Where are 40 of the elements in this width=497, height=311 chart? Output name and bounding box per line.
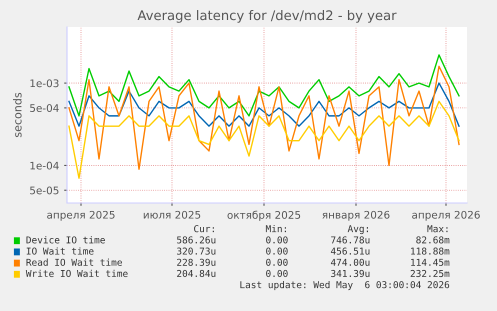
- y-tick-label: 5e-04: [30, 104, 59, 112]
- text: Min:: [266, 224, 286, 232]
- y-tick-label: 5e-05: [30, 186, 58, 194]
- text: 0.00: [266, 258, 288, 266]
- text: 746.78u: [331, 236, 370, 244]
- x-tick-label: июля 2025: [144, 210, 200, 219]
- text: 228.39u: [177, 258, 216, 266]
- chart-title: Average latency for /dev/md2 - by year: [138, 10, 397, 23]
- x-tick-label: января 2026: [322, 210, 390, 221]
- text: 0.00: [266, 236, 288, 244]
- legend-label: Read IO Wait time: [26, 258, 122, 266]
- text: 82.68m: [416, 236, 450, 244]
- y-axis-title: seconds: [13, 92, 22, 138]
- line-series: [68, 82, 460, 127]
- text: 0.00: [266, 270, 288, 278]
- text: 118.88m: [411, 248, 450, 255]
- y-tick-label: 1e-04: [30, 162, 59, 170]
- text: 114.45m: [411, 258, 450, 266]
- text: Avg:: [348, 225, 368, 234]
- x-tick-label: апреля 2026: [412, 210, 480, 221]
- text: Max:: [427, 225, 448, 232]
- legend-label: Write IO Wait time: [26, 270, 128, 278]
- legend-label: Device IO time: [26, 236, 105, 244]
- text: 456.51u: [330, 248, 370, 255]
- text: 474.00u: [330, 258, 370, 266]
- x-tick-label: апреля 2025: [47, 210, 115, 221]
- legend-label: IO Wait time: [26, 247, 94, 255]
- line-series: [68, 54, 460, 117]
- text: 0.00: [266, 248, 288, 255]
- y-tick-label: 1e-03: [30, 79, 59, 88]
- line-series: [68, 100, 460, 179]
- text: 341.39u: [331, 270, 370, 278]
- text: 586.26u: [177, 236, 216, 244]
- text: Last update: Wed May 6 03:00:04 2026: [240, 280, 450, 290]
- text: 204.84u: [177, 270, 216, 278]
- text: Cur:: [194, 225, 214, 232]
- x-tick-label: октября 2025: [228, 210, 300, 221]
- text: 232.25m: [410, 270, 450, 278]
- line-series: [68, 66, 460, 170]
- text: 320.73u: [177, 248, 216, 255]
